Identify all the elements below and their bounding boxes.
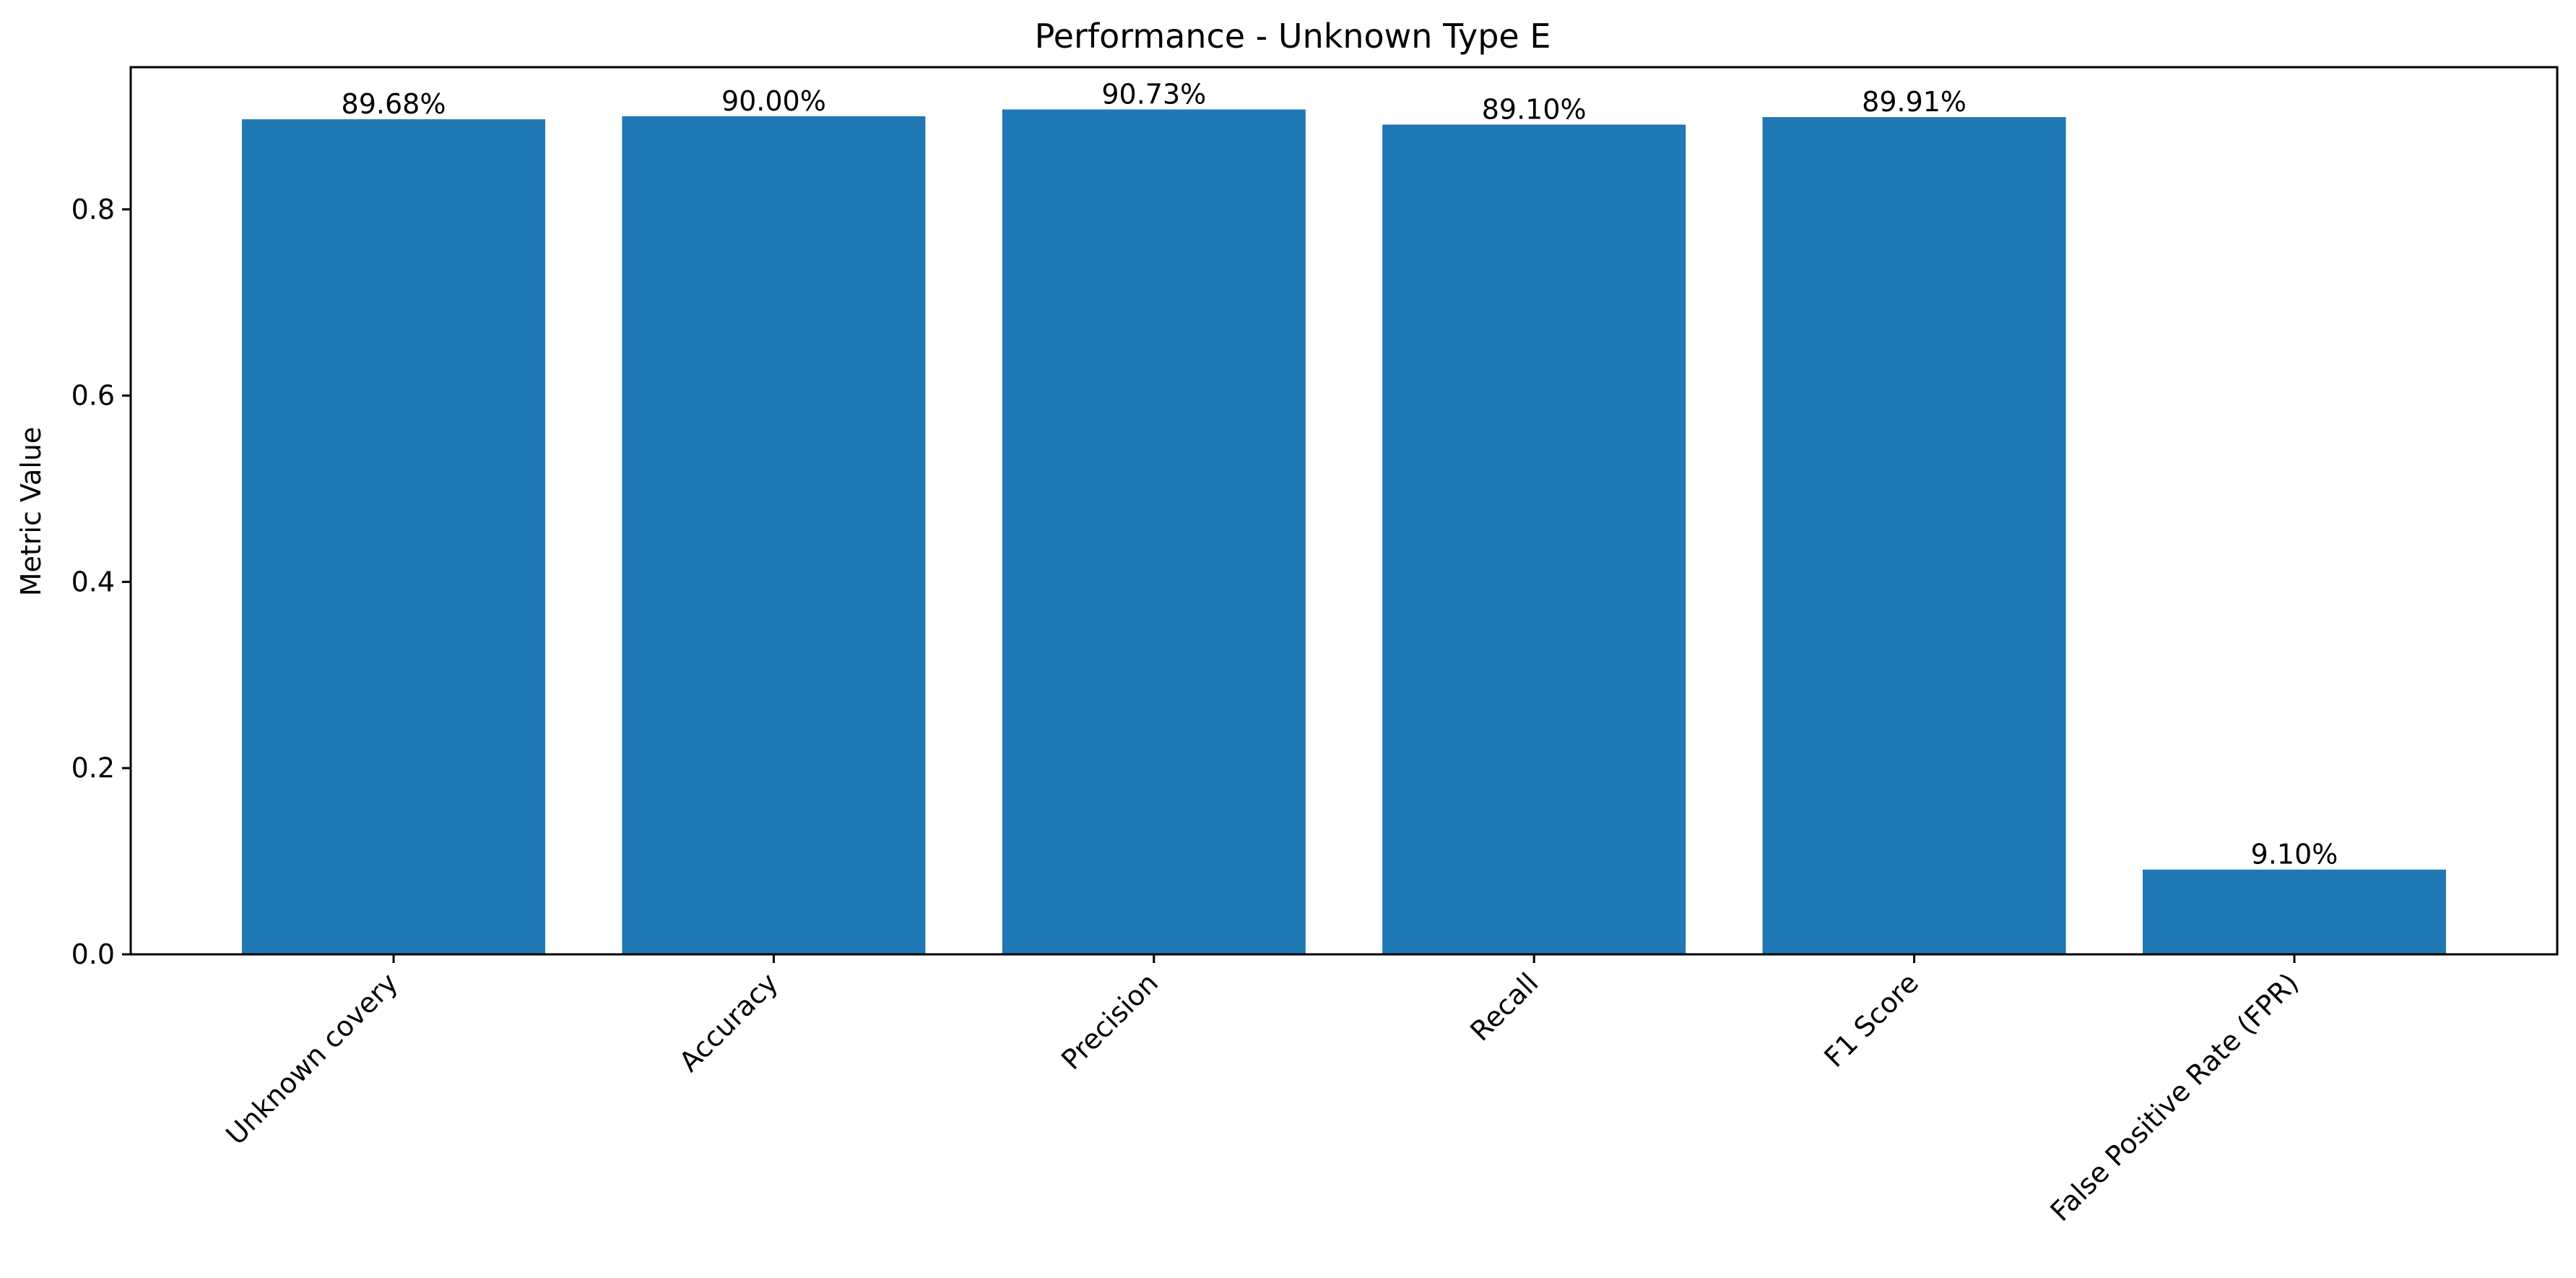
bar-value-label: 9.10%: [2251, 839, 2338, 871]
bar-labels-group: 89.68% 90.00% 90.73% 89.10% 89.91% 9.10%: [342, 79, 2338, 871]
bar-2: [1002, 109, 1306, 954]
bar-value-label: 90.00%: [721, 85, 826, 117]
y-tick-label: 0.4: [71, 566, 115, 597]
bar-4: [1762, 117, 2066, 955]
x-tick-label: Precision: [1055, 967, 1164, 1076]
y-tick-label: 0.8: [71, 194, 115, 225]
y-axis: 0.0 0.2 0.4 0.6 0.8: [71, 194, 131, 970]
plot-frame: [129, 66, 2559, 956]
bar-0: [242, 119, 545, 955]
bar-value-label: 90.73%: [1101, 79, 1206, 111]
bar-value-label: 89.10%: [1482, 94, 1587, 126]
bar-value-label: 89.68%: [342, 88, 446, 120]
bar-value-label: 89.91%: [1862, 86, 1966, 118]
bar-1: [622, 116, 926, 954]
y-tick-label: 0.6: [71, 380, 115, 412]
x-axis: Unknown covery Accuracy Precision Recall F1 …: [220, 954, 2304, 1227]
x-tick-label: Accuracy: [673, 967, 784, 1078]
chart-title: Performance - Unknown Type E: [1035, 17, 1551, 56]
x-tick-label: F1 Score: [1818, 967, 1924, 1073]
x-tick-label: Unknown covery: [220, 967, 404, 1151]
bars-group: [242, 109, 2446, 955]
x-tick-label: Recall: [1464, 967, 1544, 1047]
bar-5: [2143, 869, 2446, 954]
bar-3: [1382, 124, 1686, 954]
y-tick-label: 0.2: [71, 752, 115, 784]
y-tick-label: 0.0: [71, 938, 115, 970]
y-axis-label: Metric Value: [15, 427, 47, 597]
x-tick-label: False Positive Rate (FPR): [2044, 967, 2305, 1227]
